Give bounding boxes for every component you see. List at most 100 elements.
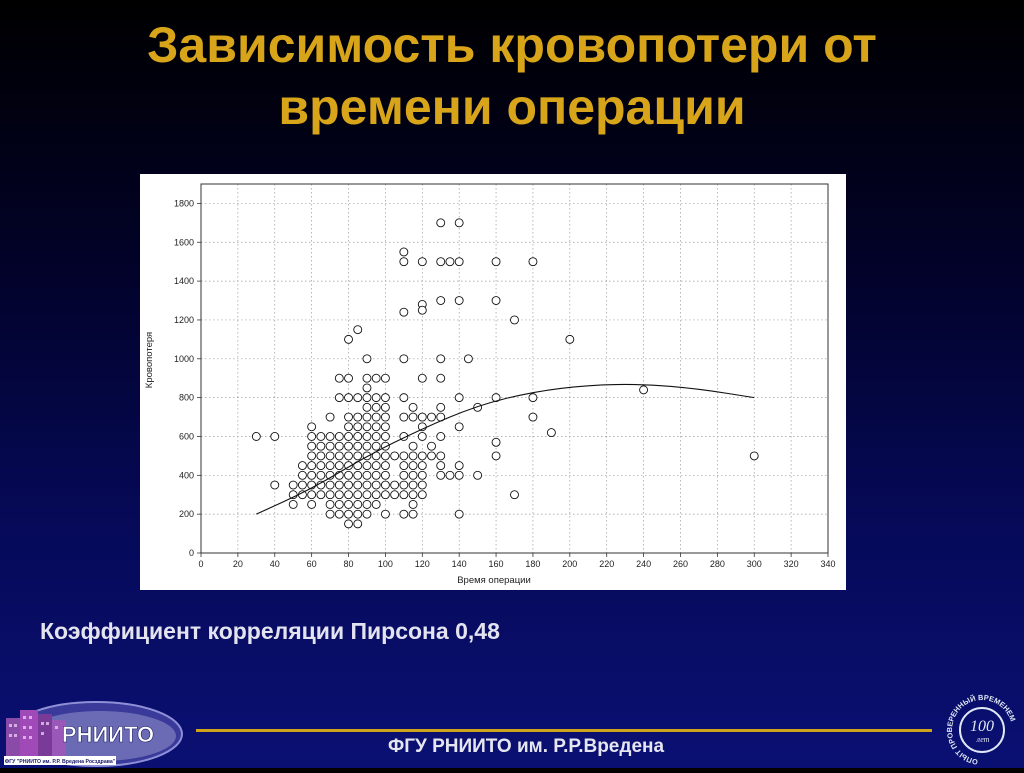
data-point [316, 470, 326, 480]
data-point [307, 490, 317, 500]
y-tick-label: 400 [179, 470, 194, 480]
data-point [417, 461, 427, 471]
data-point [353, 490, 363, 500]
data-point [454, 218, 464, 228]
data-point [344, 334, 353, 344]
data-point [353, 470, 363, 480]
data-point [427, 451, 436, 461]
data-point [371, 393, 381, 403]
data-point [510, 315, 519, 325]
data-point [344, 470, 353, 480]
x-axis-label: Время операции [457, 575, 531, 586]
data-point [362, 354, 372, 364]
data-point [353, 499, 363, 509]
data-point [344, 412, 353, 422]
data-point [362, 441, 372, 451]
y-tick-label: 1400 [174, 276, 194, 286]
data-point [380, 470, 390, 480]
data-point [399, 247, 409, 257]
data-point [436, 470, 446, 480]
data-point [270, 480, 280, 490]
logo-caption: ФГУ "РНИИТО им. Р.Р. Вредена Росздрава" [5, 759, 116, 765]
y-tick-label: 200 [179, 509, 194, 519]
data-point [639, 385, 649, 395]
logo-rniito-text: РНИИТО [62, 722, 154, 747]
emblem-number: 100 [970, 718, 994, 735]
data-point [325, 412, 335, 422]
y-tick-label: 1800 [174, 198, 194, 208]
data-point [307, 441, 317, 451]
x-tick-label: 200 [562, 559, 577, 569]
data-point [362, 422, 372, 432]
data-point [371, 432, 381, 441]
data-point [325, 490, 335, 500]
data-point [297, 490, 307, 500]
emblem-years: лет [976, 735, 990, 744]
data-point [371, 412, 381, 422]
axes [197, 183, 829, 557]
data-point [270, 432, 280, 441]
data-point [399, 461, 409, 471]
data-point [325, 480, 335, 490]
data-point [454, 422, 464, 432]
data-point [436, 451, 446, 461]
x-tick-label: 120 [415, 559, 430, 569]
data-point [436, 402, 446, 412]
chart-svg: 0 20 40 60 80 100 120 140 160 180 200 220 240 260 280 3… [144, 183, 836, 586]
data-point [362, 402, 372, 412]
data-point [362, 509, 372, 519]
y-tick-label: 0 [189, 548, 194, 558]
data-point [380, 373, 390, 383]
data-point [491, 393, 501, 403]
x-tick-label: 0 [198, 559, 203, 569]
data-point [427, 412, 436, 422]
scatter-chart: 0 20 40 60 80 100 120 140 160 180 200 220 240 260 280 3… [140, 174, 846, 590]
anniversary-emblem: ОПЫТ ПРОВЕРЕННЫЙ ВРЕМЕНЕМ 100 лет [940, 690, 1024, 768]
data-point [380, 393, 390, 403]
x-tick-label: 240 [636, 559, 651, 569]
data-point [297, 461, 307, 471]
data-point [380, 480, 390, 490]
data-point [362, 490, 372, 500]
data-point [334, 490, 344, 500]
x-tick-label: 180 [525, 559, 540, 569]
data-point [473, 470, 483, 480]
data-point [380, 441, 390, 451]
x-tick-label: 140 [452, 559, 467, 569]
data-point [546, 428, 556, 438]
data-point [371, 461, 381, 471]
data-point [445, 257, 455, 267]
data-point [528, 393, 538, 403]
data-point [371, 499, 381, 509]
data-point [371, 490, 381, 500]
data-point [445, 470, 455, 480]
data-point [399, 470, 409, 480]
data-point [454, 296, 464, 305]
data-point [334, 373, 344, 383]
x-tick-label: 220 [599, 559, 614, 569]
data-point [417, 451, 427, 461]
y-axis-label: Кровопотеря [144, 332, 155, 388]
data-point [251, 432, 261, 441]
data-point [417, 470, 427, 480]
data-point [399, 257, 409, 267]
data-point [334, 441, 344, 451]
data-point [491, 437, 501, 447]
data-point [353, 422, 363, 432]
data-point [371, 422, 381, 432]
data-point [353, 441, 363, 451]
data-point [380, 422, 390, 432]
data-point [463, 354, 473, 364]
data-point [408, 470, 418, 480]
data-point [436, 218, 446, 228]
data-point [362, 412, 372, 422]
correlation-caption: Коэффициент корреляции Пирсона 0,48 [40, 618, 500, 644]
x-tick-label: 100 [378, 559, 393, 569]
data-point [325, 509, 335, 519]
data-point [380, 490, 390, 500]
y-tick-label: 800 [179, 393, 194, 403]
data-point [344, 373, 353, 383]
x-tick-label: 280 [710, 559, 725, 569]
data-point [436, 373, 446, 383]
data-point [371, 373, 381, 383]
